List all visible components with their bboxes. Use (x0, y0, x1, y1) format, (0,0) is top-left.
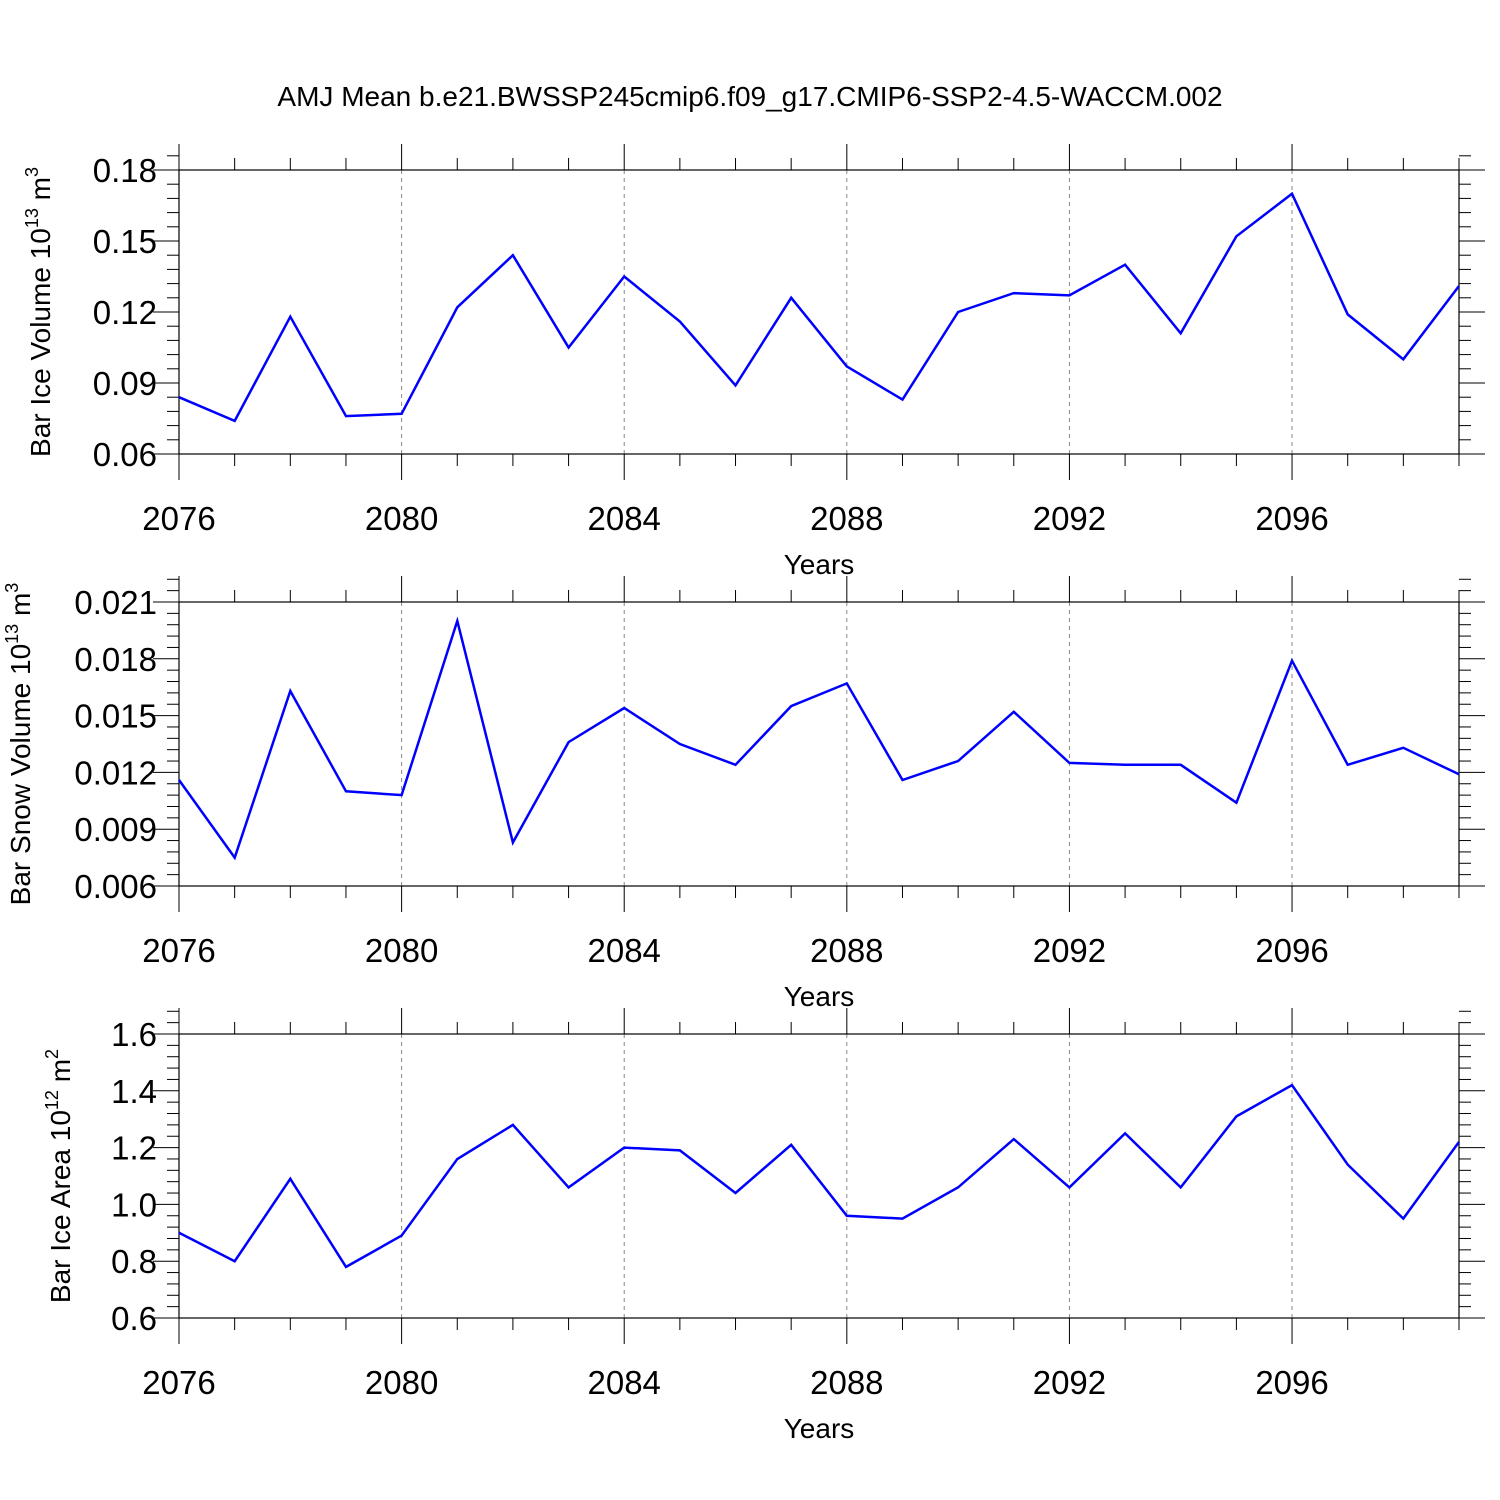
y-axis-label-superscript: 13 (22, 208, 42, 228)
series-line (178, 1083, 1461, 1269)
plot-frame (178, 1033, 1460, 1319)
x-axis-label: Years (784, 1413, 855, 1444)
y-axis-label-superscript: 3 (2, 583, 22, 593)
x-tick-label: 2096 (1255, 500, 1328, 537)
x-tick-label: 2076 (142, 500, 215, 537)
y-tick-label: 0.6 (111, 1300, 157, 1337)
x-tick-label: 2096 (1255, 1364, 1328, 1401)
y-tick-label: 0.12 (93, 294, 157, 331)
y-tick-label: 0.009 (74, 811, 157, 848)
y-tick-label: 0.018 (74, 641, 157, 678)
y-tick-label: 0.015 (74, 698, 157, 735)
y-axis-label-part: Bar Ice Area 10 (45, 1110, 76, 1303)
y-axis-label-part: Bar Snow Volume 10 (5, 644, 36, 906)
y-axis-label-part: Bar Ice Volume 10 (25, 228, 56, 457)
x-tick-label: 2080 (365, 932, 438, 969)
chart-title: AMJ Mean b.e21.BWSSP245cmip6.f09_g17.CMI… (277, 81, 1222, 112)
y-tick-label: 1.6 (111, 1016, 157, 1053)
y-tick-label: 0.06 (93, 436, 157, 473)
plot-frame (178, 601, 1460, 887)
x-axis-label: Years (784, 549, 855, 580)
y-axis-label-superscript: 2 (42, 1049, 62, 1059)
x-tick-label: 2092 (1033, 1364, 1106, 1401)
x-tick-label: 2096 (1255, 932, 1328, 969)
y-axis-label: Bar Ice Volume 1013 m3 (22, 167, 56, 457)
y-axis-label-superscript: 13 (2, 624, 22, 644)
x-tick-label: 2080 (365, 500, 438, 537)
y-tick-label: 0.18 (93, 152, 157, 189)
y-tick-label: 0.021 (74, 584, 157, 621)
y-tick-label: 1.0 (111, 1186, 157, 1223)
y-tick-label: 0.15 (93, 223, 157, 260)
x-tick-label: 2088 (810, 500, 883, 537)
y-axis-label-superscript: 3 (22, 167, 42, 177)
y-tick-label: 0.012 (74, 754, 157, 791)
y-axis-label-part: m (5, 593, 36, 624)
x-tick-label: 2092 (1033, 500, 1106, 537)
x-tick-label: 2080 (365, 1364, 438, 1401)
panel-3: 0.6 0.8 1.0 1.2 1.4 1.6 2076 2080 2084 2088 2092 20… (42, 1008, 1485, 1444)
y-tick-label: 0.09 (93, 365, 157, 402)
panel-2: 0.006 0.009 0.012 0.015 0.018 0.021 2076 2080 20… (2, 576, 1485, 1012)
panels: 0.06 0.09 0.12 0.15 0.18 2076 2080 2084 2088 2092… (2, 144, 1485, 1444)
y-axis-label-part: m (45, 1059, 76, 1090)
y-axis-label-part: m (25, 177, 56, 208)
x-tick-label: 2088 (810, 1364, 883, 1401)
y-tick-label: 1.2 (111, 1130, 157, 1167)
y-tick-label: 1.4 (111, 1073, 157, 1110)
x-tick-label: 2076 (142, 932, 215, 969)
series-line (177, 616, 1460, 861)
x-tick-label: 2084 (588, 1364, 661, 1401)
x-tick-label: 2092 (1033, 932, 1106, 969)
y-tick-label: 0.8 (111, 1243, 157, 1280)
y-axis-label: Bar Snow Volume 1013 m3 (2, 583, 36, 906)
y-tick-label: 0.006 (74, 868, 157, 905)
series-line (178, 191, 1460, 423)
y-axis-label: Bar Ice Area 1012 m2 (42, 1049, 76, 1303)
x-tick-label: 2084 (588, 500, 661, 537)
x-tick-label: 2088 (810, 932, 883, 969)
panel-1: 0.06 0.09 0.12 0.15 0.18 2076 2080 2084 2088 2092… (22, 144, 1485, 580)
x-axis-label: Years (784, 981, 855, 1012)
y-axis-label-superscript: 12 (42, 1090, 62, 1110)
x-tick-label: 2076 (142, 1364, 215, 1401)
x-tick-label: 2084 (588, 932, 661, 969)
